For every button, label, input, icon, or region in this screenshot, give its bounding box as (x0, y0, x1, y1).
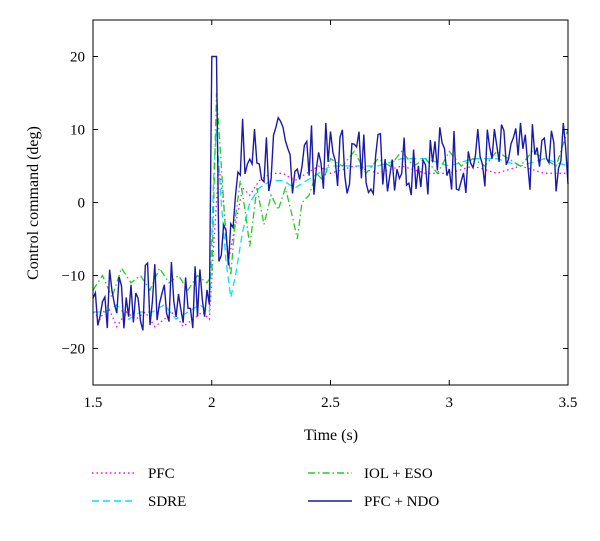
y-tick-label: −10 (62, 269, 85, 285)
y-tick-label: 10 (70, 123, 85, 139)
y-tick-label: −20 (62, 342, 85, 358)
legend: PFC SDRE IOL + ESO PFC + NDO (92, 466, 439, 510)
x-tick-label: 3.5 (559, 395, 578, 411)
legend-label: PFC + NDO (364, 494, 439, 510)
x-tick-label: 2.5 (321, 395, 340, 411)
y-tick-label: 0 (78, 196, 86, 212)
y-axis-label: Control command (deg) (25, 126, 42, 280)
legend-label: PFC (148, 466, 175, 482)
series-line-iol-eso (92, 92, 569, 300)
series-line-pfc (92, 165, 568, 328)
x-tick-label: 2 (208, 395, 216, 411)
plot-area (92, 19, 569, 386)
y-tick-label: 20 (70, 50, 85, 66)
legend-label: SDRE (148, 494, 186, 510)
plot-frame (92, 19, 569, 386)
y-axis: −20 −10 0 10 20 (62, 50, 568, 358)
series-line-pfc-ndo (92, 55, 569, 331)
x-tick-label: 3 (446, 395, 454, 411)
x-axis: 1.5 2 2.5 3 3.5 (84, 20, 578, 411)
x-tick-label: 1.5 (84, 395, 103, 411)
legend-label: IOL + ESO (364, 466, 433, 482)
x-axis-label: Time (s) (304, 427, 358, 444)
